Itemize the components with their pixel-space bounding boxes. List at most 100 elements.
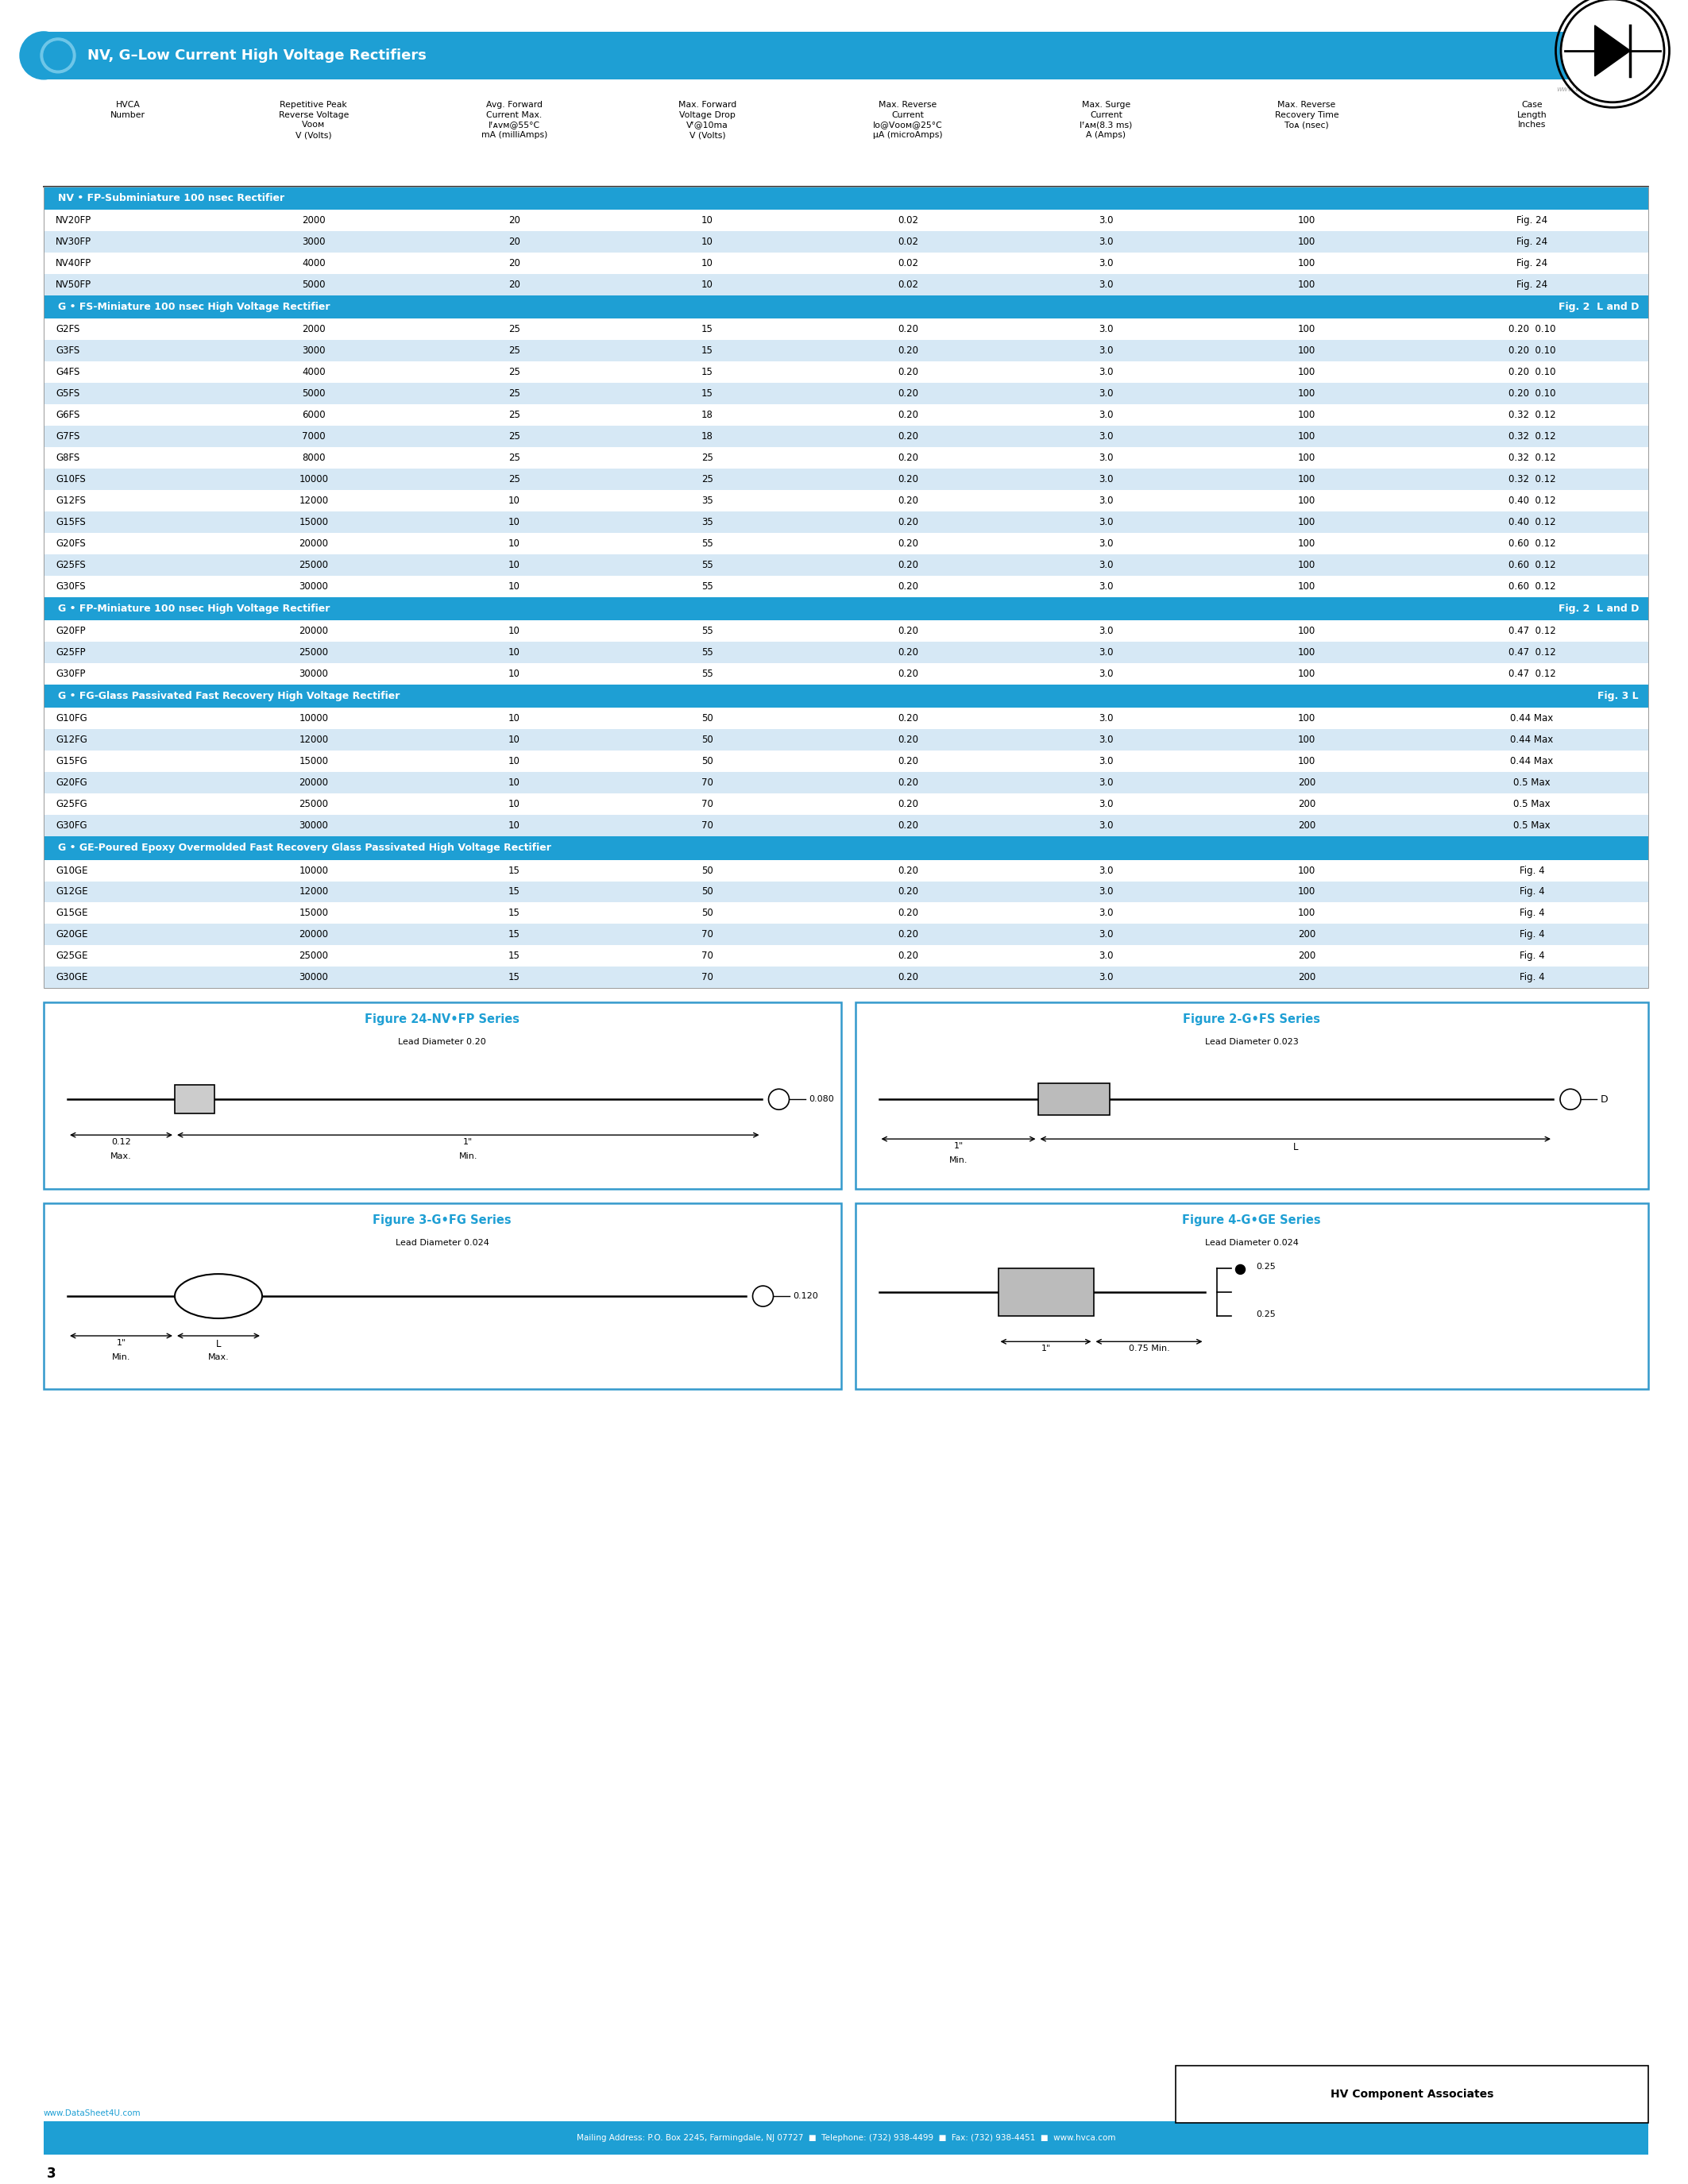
Text: 50: 50 <box>702 734 712 745</box>
Bar <box>44 363 1647 382</box>
Text: 3.0: 3.0 <box>1099 280 1114 290</box>
Bar <box>44 232 1647 253</box>
Text: 100: 100 <box>1298 345 1315 356</box>
Text: 10: 10 <box>508 821 520 830</box>
Text: 100: 100 <box>1298 411 1315 419</box>
Text: 0.25: 0.25 <box>1256 1262 1276 1271</box>
Bar <box>44 186 1647 987</box>
Text: 10000: 10000 <box>299 474 327 485</box>
Text: 0.20: 0.20 <box>898 559 918 570</box>
Bar <box>44 815 1647 836</box>
Text: 30000: 30000 <box>299 821 327 830</box>
Text: 3.0: 3.0 <box>1099 668 1114 679</box>
Text: 10: 10 <box>702 216 714 225</box>
Bar <box>44 773 1647 793</box>
Text: 12000: 12000 <box>299 887 329 898</box>
Text: 0.02: 0.02 <box>898 280 918 290</box>
Text: G • FS-Miniature 100 nsec High Voltage Rectifier: G • FS-Miniature 100 nsec High Voltage R… <box>57 301 331 312</box>
Text: 200: 200 <box>1298 930 1315 939</box>
Text: 3.0: 3.0 <box>1099 627 1114 636</box>
Bar <box>44 489 1647 511</box>
Text: NV, G–Low Current High Voltage Rectifiers: NV, G–Low Current High Voltage Rectifier… <box>88 48 427 63</box>
Text: Lead Diameter 0.024: Lead Diameter 0.024 <box>395 1238 490 1247</box>
Bar <box>44 533 1647 555</box>
Bar <box>44 880 1647 902</box>
Bar <box>44 404 1647 426</box>
Text: G6FS: G6FS <box>56 411 79 419</box>
Text: 3.0: 3.0 <box>1099 411 1114 419</box>
Text: 200: 200 <box>1298 799 1315 810</box>
Text: 3.0: 3.0 <box>1099 345 1114 356</box>
Bar <box>44 448 1647 470</box>
Text: G4FS: G4FS <box>56 367 79 378</box>
Text: 100: 100 <box>1298 389 1315 400</box>
Text: 0.080: 0.080 <box>809 1096 834 1103</box>
Text: 0.44 Max: 0.44 Max <box>1511 714 1553 723</box>
Text: 0.32  0.12: 0.32 0.12 <box>1507 474 1556 485</box>
Text: www.DataSheet4U.com: www.DataSheet4U.com <box>1556 85 1641 92</box>
Text: 0.20: 0.20 <box>898 734 918 745</box>
Text: L: L <box>216 1339 221 1350</box>
Text: G25FP: G25FP <box>56 646 86 657</box>
Text: 0.20: 0.20 <box>898 537 918 548</box>
Text: 1": 1" <box>1041 1345 1050 1352</box>
Bar <box>44 426 1647 448</box>
Text: G3FS: G3FS <box>56 345 79 356</box>
Text: Max. Reverse
Recovery Time
Tᴏᴀ (nsec): Max. Reverse Recovery Time Tᴏᴀ (nsec) <box>1274 100 1339 129</box>
Text: 50: 50 <box>702 756 712 767</box>
Bar <box>856 1203 1647 1389</box>
Text: 20: 20 <box>508 216 520 225</box>
Bar <box>44 793 1647 815</box>
Text: 12000: 12000 <box>299 734 329 745</box>
Polygon shape <box>1595 26 1631 76</box>
Text: 50: 50 <box>702 714 712 723</box>
Text: 100: 100 <box>1298 537 1315 548</box>
Text: 100: 100 <box>1298 367 1315 378</box>
Text: 3.0: 3.0 <box>1099 909 1114 919</box>
Text: Case
Length
Inches: Case Length Inches <box>1518 100 1546 129</box>
Text: 0.32  0.12: 0.32 0.12 <box>1507 430 1556 441</box>
Text: 0.60  0.12: 0.60 0.12 <box>1507 537 1556 548</box>
Text: 10000: 10000 <box>299 865 327 876</box>
Text: 3.0: 3.0 <box>1099 367 1114 378</box>
Text: 3.0: 3.0 <box>1099 865 1114 876</box>
Text: 25: 25 <box>508 323 520 334</box>
Bar <box>44 924 1647 946</box>
Text: 0.02: 0.02 <box>898 216 918 225</box>
Text: G25FG: G25FG <box>56 799 88 810</box>
Text: 100: 100 <box>1298 668 1315 679</box>
Text: www.DataSheet4U.com: www.DataSheet4U.com <box>44 2110 142 2118</box>
Text: 10: 10 <box>508 581 520 592</box>
Text: 25000: 25000 <box>299 950 327 961</box>
Text: 100: 100 <box>1298 756 1315 767</box>
Text: G • FP-Miniature 100 nsec High Voltage Rectifier: G • FP-Miniature 100 nsec High Voltage R… <box>57 603 329 614</box>
Text: G30FS: G30FS <box>56 581 86 592</box>
Bar <box>44 253 1647 273</box>
Text: 20: 20 <box>508 258 520 269</box>
Text: Max. Reverse
Current
Iᴏ@Vᴏᴏᴍ@25°C
μA (microAmps): Max. Reverse Current Iᴏ@Vᴏᴏᴍ@25°C μA (mi… <box>873 100 942 140</box>
Text: 15000: 15000 <box>299 756 327 767</box>
Text: 100: 100 <box>1298 258 1315 269</box>
Text: 70: 70 <box>702 821 714 830</box>
Text: G • GE-Poured Epoxy Overmolded Fast Recovery Glass Passivated High Voltage Recti: G • GE-Poured Epoxy Overmolded Fast Reco… <box>57 843 552 854</box>
Text: 0.20: 0.20 <box>898 756 918 767</box>
Bar <box>44 555 1647 577</box>
Text: 100: 100 <box>1298 496 1315 507</box>
Text: 0.20: 0.20 <box>898 799 918 810</box>
Text: 0.20: 0.20 <box>898 430 918 441</box>
Text: 3.0: 3.0 <box>1099 216 1114 225</box>
Text: G30FP: G30FP <box>56 668 86 679</box>
Bar <box>44 642 1647 664</box>
Text: 10: 10 <box>508 734 520 745</box>
Text: 3.0: 3.0 <box>1099 714 1114 723</box>
Text: G10FS: G10FS <box>56 474 86 485</box>
Text: 15: 15 <box>508 972 520 983</box>
Text: 0.32  0.12: 0.32 0.12 <box>1507 411 1556 419</box>
Bar <box>44 684 1647 708</box>
Text: 0.5 Max: 0.5 Max <box>1514 778 1550 788</box>
Text: 25000: 25000 <box>299 646 327 657</box>
Text: Fig. 4: Fig. 4 <box>1519 865 1545 876</box>
Text: D: D <box>1600 1094 1609 1105</box>
Text: Lead Diameter 0.023: Lead Diameter 0.023 <box>1205 1037 1298 1046</box>
Text: 55: 55 <box>702 559 712 570</box>
